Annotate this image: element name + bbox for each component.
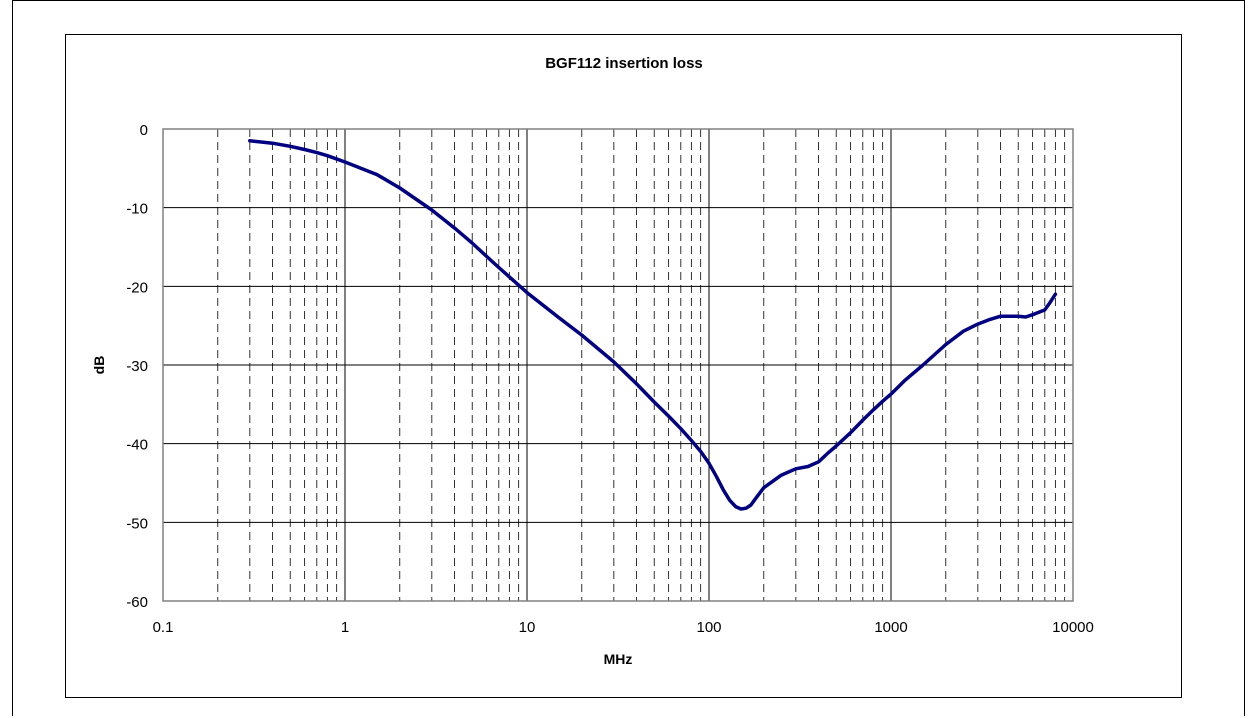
y-axis-title: dB	[91, 356, 107, 375]
y-tick-label: 0	[140, 122, 148, 139]
y-tick-label: -40	[126, 437, 148, 454]
x-tick-label: 1000	[874, 619, 907, 636]
y-tick-label: -50	[126, 515, 148, 532]
x-axis-title: MHz	[604, 651, 633, 667]
x-tick-label: 10000	[1052, 619, 1094, 636]
chart-title: BGF112 insertion loss	[545, 55, 703, 72]
plot-border	[162, 128, 1074, 602]
outer-frame	[12, 0, 1245, 716]
y-tick-label: -30	[126, 358, 148, 375]
chart-area	[65, 34, 1182, 698]
x-tick-label: 1	[341, 619, 349, 636]
x-tick-label: 10	[519, 619, 536, 636]
x-tick-label: 100	[696, 619, 721, 636]
series-line	[248, 139, 1058, 511]
y-tick-label: -10	[126, 201, 148, 218]
tick-labels: 0.1 1 10 100 1000 10000 0 -10 -20 -30 -40 -50 -60	[126, 122, 1094, 636]
series-layer	[248, 139, 1058, 511]
x-tick-label: 0.1	[153, 619, 174, 636]
y-tick-label: -20	[126, 279, 148, 296]
y-tick-label: -60	[126, 594, 148, 611]
plot-frame	[162, 128, 1074, 602]
